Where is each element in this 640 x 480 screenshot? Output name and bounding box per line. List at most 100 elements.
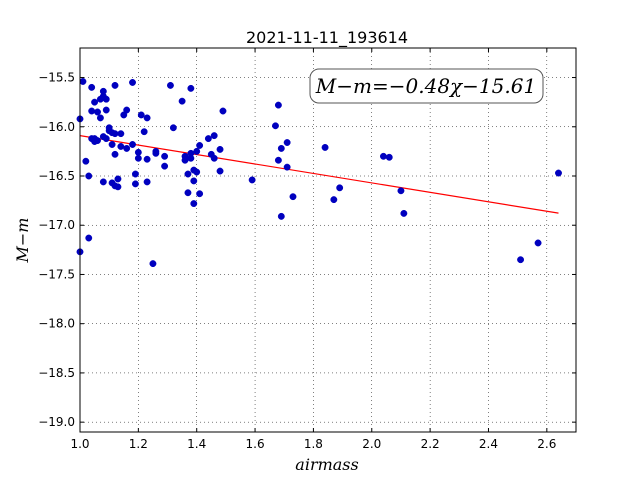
x-tick-label: 1.2 — [129, 437, 148, 451]
plot-background — [80, 48, 576, 432]
y-tick-label: −19.0 — [38, 415, 75, 429]
x-tick-label: 1.8 — [304, 437, 323, 451]
data-point — [111, 150, 119, 158]
data-point — [91, 98, 99, 106]
data-point — [131, 180, 139, 188]
data-point — [102, 135, 110, 143]
data-point — [517, 256, 525, 264]
y-tick-label: −16.5 — [38, 169, 75, 183]
data-point — [277, 144, 285, 152]
data-point — [330, 196, 338, 204]
data-point — [216, 167, 224, 175]
data-point — [149, 260, 157, 268]
y-tick-label: −15.5 — [38, 71, 75, 85]
data-point — [102, 106, 110, 114]
data-point — [152, 149, 160, 157]
data-point — [129, 141, 136, 148]
data-point — [379, 152, 387, 160]
data-point — [210, 132, 218, 140]
data-point — [248, 176, 256, 184]
data-point — [289, 193, 297, 201]
plot-frame — [79, 47, 577, 433]
data-point — [123, 144, 131, 152]
data-point — [169, 124, 177, 132]
data-point — [283, 139, 291, 146]
x-tick-label: 1.6 — [246, 437, 265, 451]
x-axis-label: airmass — [295, 455, 358, 474]
annotation-box — [309, 68, 544, 104]
data-point — [134, 154, 142, 162]
data-point — [555, 169, 562, 177]
x-tick-label: 2.4 — [479, 437, 498, 451]
chart-title: 2021-11-11_193614 — [246, 28, 408, 48]
data-point — [204, 135, 212, 143]
data-point — [134, 148, 142, 156]
y-tick-label: −18.5 — [38, 366, 75, 380]
data-point — [400, 209, 408, 217]
data-point — [85, 172, 93, 180]
data-point — [161, 162, 169, 170]
data-point — [196, 142, 204, 149]
y-tick-label: −17.0 — [38, 218, 75, 232]
data-point — [216, 145, 224, 153]
y-tick-label: −17.5 — [38, 267, 75, 281]
y-axis: −15.5 −16.0 −16.5 −17.0 −17.5 −18.0 −18.5 −19.0 — [38, 71, 576, 429]
data-point — [108, 141, 116, 148]
data-point — [94, 137, 101, 145]
y-tick-label: −18.0 — [38, 317, 75, 331]
data-point — [96, 114, 104, 122]
x-tick-label: 2.0 — [362, 437, 381, 451]
x-axis: 1.0 1.2 1.4 1.6 1.8 2.0 2.2 2.4 2.6 — [70, 48, 556, 451]
data-point — [131, 170, 139, 178]
data-point — [117, 143, 125, 150]
x-tick-label: 1.4 — [187, 437, 206, 451]
data-point — [88, 107, 96, 115]
data-point — [114, 183, 122, 191]
data-point — [178, 97, 186, 105]
x-tick-label: 2.2 — [421, 437, 440, 451]
data-point — [114, 175, 122, 183]
data-point — [143, 178, 151, 186]
data-point — [82, 157, 90, 165]
scatter-points — [76, 78, 562, 268]
data-point — [336, 184, 344, 192]
data-point — [88, 83, 96, 91]
annotation-text: M−m=−0.48χ−15.61 — [315, 74, 536, 98]
data-point — [190, 200, 198, 208]
data-point — [277, 212, 285, 220]
data-point — [102, 95, 110, 103]
data-point — [219, 107, 227, 115]
data-point — [137, 111, 145, 119]
data-point — [272, 122, 279, 130]
data-point — [385, 153, 393, 161]
data-point — [534, 239, 542, 247]
y-tick-label: −16.0 — [38, 120, 75, 134]
data-point — [85, 234, 93, 242]
x-tick-label: 1.0 — [70, 437, 89, 451]
data-point — [94, 108, 101, 116]
data-point — [274, 101, 282, 109]
data-point — [99, 178, 107, 186]
data-point — [129, 79, 136, 86]
data-point — [181, 156, 189, 164]
data-point — [123, 106, 131, 114]
data-point — [190, 177, 198, 185]
data-point — [187, 154, 195, 162]
x-tick-label: 2.6 — [537, 437, 556, 451]
fit-line-group — [79, 135, 559, 214]
data-point — [397, 187, 405, 195]
data-point — [111, 81, 119, 89]
data-point — [274, 156, 282, 164]
data-point — [143, 155, 151, 163]
data-point — [166, 81, 174, 89]
data-point — [184, 189, 192, 197]
y-axis-label: M−m — [13, 218, 32, 264]
fit-line — [79, 135, 559, 214]
data-point — [143, 114, 151, 122]
data-point — [140, 128, 148, 136]
data-point — [283, 163, 291, 171]
data-point — [184, 170, 192, 178]
data-point — [193, 147, 201, 155]
data-point — [79, 78, 87, 85]
